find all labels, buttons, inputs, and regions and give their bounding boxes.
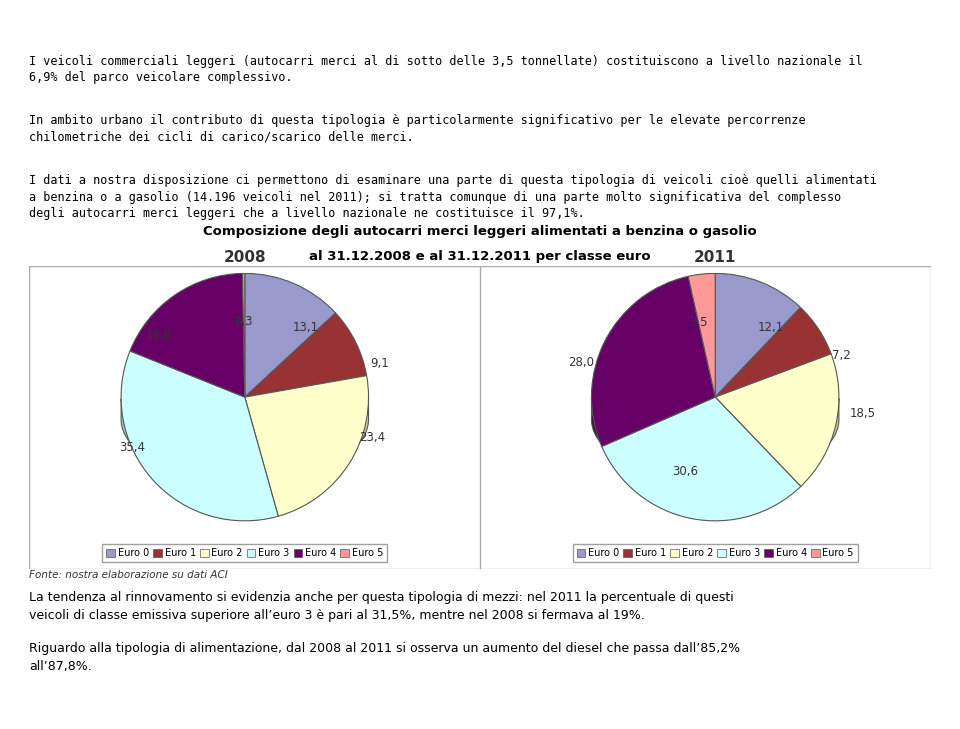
Text: 3,5: 3,5 xyxy=(689,316,708,329)
Polygon shape xyxy=(801,399,839,464)
Text: I veicoli commerciali leggeri: I veicoli commerciali leggeri xyxy=(301,15,659,37)
Polygon shape xyxy=(121,399,278,481)
Wedge shape xyxy=(130,273,245,397)
Title: 2008: 2008 xyxy=(224,251,266,265)
Wedge shape xyxy=(245,375,369,516)
Text: La tendenza al rinnovamento si evidenzia anche per questa tipologia di mezzi: ne: La tendenza al rinnovamento si evidenzia… xyxy=(29,591,733,622)
Wedge shape xyxy=(715,354,839,486)
Text: 0,3: 0,3 xyxy=(234,315,252,328)
Wedge shape xyxy=(245,313,367,397)
Polygon shape xyxy=(602,422,801,481)
Text: I veicoli commerciali leggeri (autocarri merci al di sotto delle 3,5 tonnellate): I veicoli commerciali leggeri (autocarri… xyxy=(29,55,862,84)
Text: 30,6: 30,6 xyxy=(673,464,699,477)
Text: I dati a nostra disposizione ci permettono di esaminare una parte di questa tipo: I dati a nostra disposizione ci permetto… xyxy=(29,174,876,220)
Text: 11: 11 xyxy=(468,703,492,721)
Wedge shape xyxy=(121,351,278,521)
Polygon shape xyxy=(278,397,369,479)
Wedge shape xyxy=(591,276,715,446)
Polygon shape xyxy=(591,398,602,444)
Wedge shape xyxy=(715,273,801,397)
Wedge shape xyxy=(243,273,245,397)
Text: al 31.12.2008 e al 31.12.2011 per classe euro: al 31.12.2008 e al 31.12.2011 per classe… xyxy=(309,250,651,263)
Text: 13,1: 13,1 xyxy=(292,321,319,335)
Text: 18,6: 18,6 xyxy=(146,329,172,341)
Title: 2011: 2011 xyxy=(694,251,736,265)
Text: 12,1: 12,1 xyxy=(758,321,784,334)
Wedge shape xyxy=(245,273,336,397)
Text: 7,2: 7,2 xyxy=(831,349,851,362)
Text: 9,1: 9,1 xyxy=(371,357,390,370)
Text: Riguardo alla tipologia di alimentazione, dal 2008 al 2011 si osserva un aumento: Riguardo alla tipologia di alimentazione… xyxy=(29,642,740,674)
Text: Composizione degli autocarri merci leggeri alimentati a benzina o gasolio: Composizione degli autocarri merci legge… xyxy=(204,225,756,238)
Text: In ambito urbano il contributo di questa tipologia è particolarmente significati: In ambito urbano il contributo di questa… xyxy=(29,114,805,144)
Wedge shape xyxy=(715,308,831,397)
Legend: Euro 0, Euro 1, Euro 2, Euro 3, Euro 4, Euro 5: Euro 0, Euro 1, Euro 2, Euro 3, Euro 4, … xyxy=(103,545,387,562)
Text: 28,0: 28,0 xyxy=(567,356,593,370)
Wedge shape xyxy=(602,397,801,521)
Text: 23,4: 23,4 xyxy=(360,431,386,444)
Text: 35,4: 35,4 xyxy=(119,441,145,454)
Text: 18,5: 18,5 xyxy=(850,408,876,421)
Text: Fonte: nostra elaborazione su dati ACI: Fonte: nostra elaborazione su dati ACI xyxy=(29,570,228,580)
Wedge shape xyxy=(688,273,715,397)
Legend: Euro 0, Euro 1, Euro 2, Euro 3, Euro 4, Euro 5: Euro 0, Euro 1, Euro 2, Euro 3, Euro 4, … xyxy=(573,545,857,562)
